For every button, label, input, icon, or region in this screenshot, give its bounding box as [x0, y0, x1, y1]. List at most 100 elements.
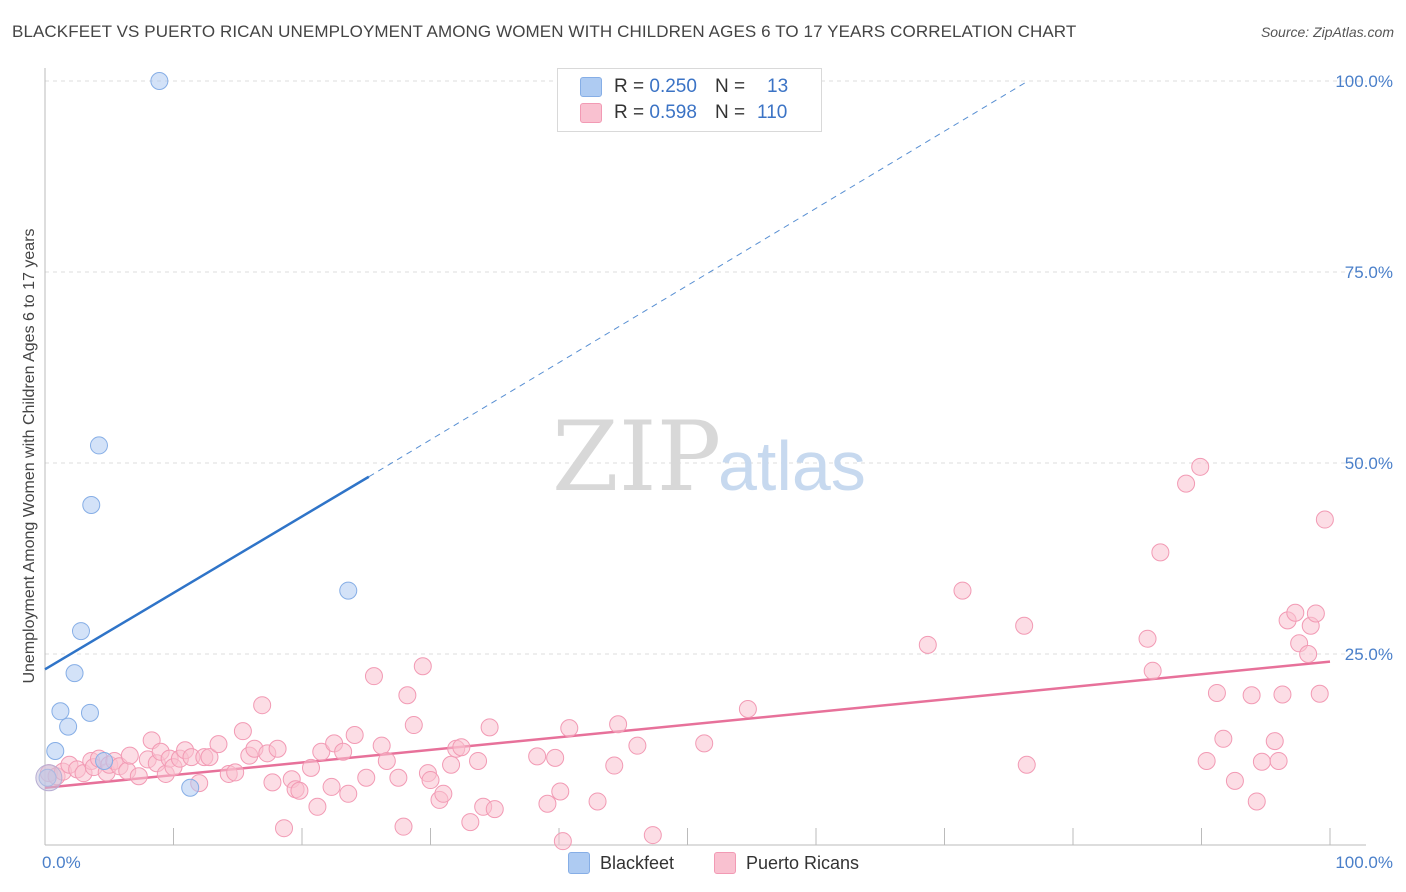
point-puerto-ricans-74 — [551, 782, 570, 801]
legend-item-puerto-ricans[interactable]: Puerto Ricans — [714, 852, 859, 874]
point-puerto-ricans-78 — [588, 792, 607, 811]
data-points — [35, 72, 1334, 851]
point-puerto-ricans-54 — [377, 751, 396, 770]
n-label: N = — [714, 76, 746, 97]
x-tick-label-min: 0.0% — [42, 853, 81, 872]
point-puerto-ricans-94 — [1197, 751, 1216, 770]
legend-item-blackfeet[interactable]: Blackfeet — [568, 852, 674, 874]
point-puerto-ricans-100 — [1252, 752, 1271, 771]
point-blackfeet-6 — [80, 703, 99, 722]
point-puerto-ricans-61 — [421, 771, 440, 790]
point-puerto-ricans-59 — [413, 657, 432, 676]
point-puerto-ricans-75 — [546, 748, 565, 767]
point-puerto-ricans-88 — [1015, 616, 1034, 635]
point-puerto-ricans-39 — [275, 819, 294, 838]
trend-line-blackfeet — [44, 475, 370, 671]
legend-swatch-puerto-ricans — [580, 103, 602, 123]
point-puerto-ricans-84 — [738, 700, 757, 719]
point-blackfeet-2 — [51, 702, 70, 721]
trend-line-puerto-ricans — [44, 660, 1331, 789]
point-puerto-ricans-111 — [1315, 510, 1334, 529]
stats-legend-row-blackfeet: R = 0.250 N = 13 — [580, 75, 788, 99]
point-puerto-ricans-102 — [1269, 751, 1288, 770]
point-puerto-ricans-92 — [1177, 474, 1196, 493]
legend-swatch-puerto-ricans — [714, 852, 736, 874]
point-blackfeet-7 — [82, 496, 101, 515]
r-label: R = — [614, 76, 645, 97]
point-puerto-ricans-45 — [312, 742, 331, 761]
point-puerto-ricans-98 — [1242, 686, 1261, 705]
x-tick-label-max: 100.0% — [1335, 853, 1393, 872]
point-puerto-ricans-31 — [226, 763, 245, 782]
point-cluster-origin — [35, 764, 63, 792]
point-puerto-ricans-52 — [364, 667, 383, 686]
point-puerto-ricans-64 — [442, 755, 461, 774]
point-puerto-ricans-53 — [372, 736, 391, 755]
point-puerto-ricans-14 — [120, 746, 139, 765]
point-puerto-ricans-81 — [628, 736, 647, 755]
trend-line-extension-blackfeet — [368, 80, 1029, 478]
point-puerto-ricans-72 — [528, 747, 547, 766]
point-puerto-ricans-90 — [1138, 629, 1157, 648]
point-puerto-ricans-85 — [918, 635, 937, 654]
trend-lines — [44, 80, 1331, 789]
point-puerto-ricans-57 — [398, 686, 417, 705]
chart-title: BLACKFEET VS PUERTO RICAN UNEMPLOYMENT A… — [12, 22, 1077, 41]
point-blackfeet-4 — [65, 664, 84, 683]
point-puerto-ricans-37 — [263, 773, 282, 792]
point-puerto-ricans-105 — [1286, 603, 1305, 622]
point-puerto-ricans-87 — [1017, 755, 1036, 774]
point-blackfeet-8 — [89, 436, 108, 455]
point-puerto-ricans-51 — [357, 768, 376, 787]
point-puerto-ricans-86 — [953, 581, 972, 600]
r-label: R = — [614, 102, 645, 123]
point-puerto-ricans-42 — [290, 781, 309, 800]
point-blackfeet-9 — [95, 751, 114, 770]
point-puerto-ricans-44 — [308, 797, 327, 816]
point-puerto-ricans-76 — [553, 832, 572, 851]
point-blackfeet-10 — [150, 72, 169, 90]
legend-label-puerto-ricans: Puerto Ricans — [746, 852, 860, 873]
point-puerto-ricans-97 — [1225, 771, 1244, 790]
series-legend: Blackfeet Puerto Ricans — [0, 852, 1406, 876]
point-blackfeet-1 — [46, 742, 65, 761]
n-value: 110 — [757, 102, 788, 123]
point-puerto-ricans-68 — [469, 751, 488, 770]
axes — [44, 68, 1366, 846]
legend-swatch-blackfeet — [580, 77, 602, 97]
watermark-zip: ZIP — [552, 401, 721, 513]
point-puerto-ricans-89 — [1151, 543, 1170, 562]
stats-legend: R = 0.250 N = 13 R = 0.598 N = 110 — [557, 68, 822, 132]
point-puerto-ricans-63 — [434, 784, 453, 803]
legend-label-blackfeet: Blackfeet — [600, 852, 675, 873]
point-blackfeet-11 — [181, 778, 200, 797]
point-puerto-ricans-48 — [334, 742, 353, 761]
y-tick-label-100: 100.0% — [1335, 72, 1393, 91]
legend-swatch-blackfeet — [568, 852, 590, 874]
y-tick-label-75: 75.0% — [1345, 263, 1393, 282]
point-puerto-ricans-107 — [1299, 645, 1318, 663]
point-puerto-ricans-56 — [394, 817, 413, 836]
point-puerto-ricans-50 — [345, 725, 364, 744]
point-puerto-ricans-49 — [339, 784, 358, 803]
n-label: N = — [714, 102, 746, 123]
point-puerto-ricans-55 — [389, 768, 408, 787]
point-blackfeet-12 — [339, 581, 358, 600]
source-note: Source: ZipAtlas.com — [1260, 24, 1394, 40]
point-blackfeet-5 — [71, 622, 90, 641]
point-puerto-ricans-71 — [485, 800, 504, 819]
point-puerto-ricans-29 — [209, 735, 228, 754]
point-puerto-ricans-73 — [538, 794, 557, 813]
point-puerto-ricans-80 — [609, 715, 628, 734]
point-puerto-ricans-70 — [480, 718, 499, 737]
point-puerto-ricans-83 — [695, 734, 714, 753]
watermark-atlas: atlas — [718, 427, 866, 505]
point-puerto-ricans-110 — [1310, 684, 1329, 703]
point-puerto-ricans-109 — [1306, 604, 1325, 623]
point-puerto-ricans-99 — [1247, 792, 1266, 811]
point-puerto-ricans-67 — [461, 813, 480, 832]
stats-legend-row-puerto-ricans: R = 0.598 N = 110 — [580, 101, 787, 125]
point-puerto-ricans-93 — [1191, 457, 1210, 476]
point-puerto-ricans-28 — [200, 748, 219, 767]
